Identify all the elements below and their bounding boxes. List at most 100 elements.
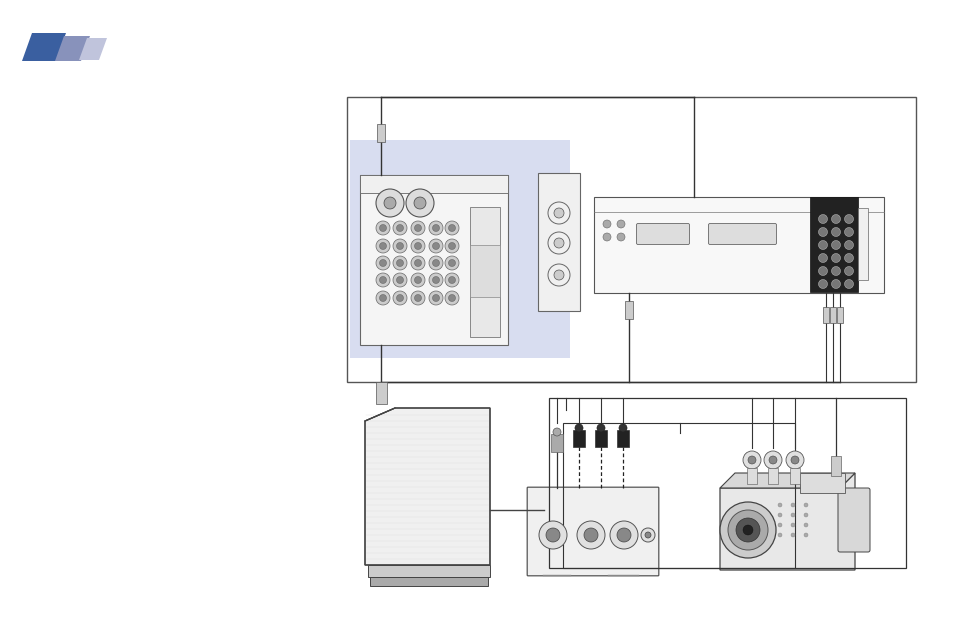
Circle shape [843, 215, 853, 223]
Circle shape [742, 451, 760, 469]
Bar [347, 97, 915, 382]
Circle shape [547, 232, 569, 254]
Bar [822, 307, 828, 323]
Circle shape [747, 456, 755, 464]
Circle shape [414, 277, 421, 284]
Circle shape [444, 273, 458, 287]
Bar [470, 207, 499, 337]
Bar [809, 197, 857, 292]
Polygon shape [22, 33, 66, 61]
Circle shape [818, 241, 826, 249]
Circle shape [538, 521, 566, 549]
Bar [767, 468, 778, 484]
Circle shape [843, 267, 853, 275]
Circle shape [831, 241, 840, 249]
Circle shape [727, 510, 767, 550]
Circle shape [432, 277, 439, 284]
Circle shape [803, 523, 807, 527]
Circle shape [843, 254, 853, 262]
Circle shape [577, 521, 604, 549]
Circle shape [411, 239, 424, 253]
Circle shape [803, 513, 807, 517]
Circle shape [444, 256, 458, 270]
Circle shape [831, 267, 840, 275]
Circle shape [790, 503, 794, 507]
Circle shape [554, 238, 563, 248]
Bar [836, 307, 842, 323]
Circle shape [432, 243, 439, 249]
Circle shape [602, 233, 610, 241]
Circle shape [375, 189, 403, 217]
Polygon shape [720, 473, 854, 488]
Circle shape [644, 532, 650, 538]
Bar [857, 208, 867, 280]
Circle shape [375, 256, 390, 270]
FancyBboxPatch shape [636, 223, 689, 245]
Circle shape [444, 239, 458, 253]
Circle shape [547, 202, 569, 224]
Circle shape [384, 197, 395, 209]
Circle shape [583, 528, 598, 542]
Circle shape [375, 239, 390, 253]
Circle shape [790, 513, 794, 517]
Circle shape [429, 273, 442, 287]
Circle shape [575, 424, 582, 432]
Circle shape [379, 277, 386, 284]
Circle shape [763, 451, 781, 469]
Circle shape [429, 256, 442, 270]
Circle shape [414, 243, 421, 249]
Bar [624, 301, 633, 319]
Circle shape [396, 259, 403, 267]
Circle shape [602, 220, 610, 228]
Circle shape [411, 221, 424, 235]
Polygon shape [368, 565, 490, 577]
Circle shape [554, 208, 563, 218]
Bar [470, 245, 499, 297]
Bar [551, 434, 562, 452]
Circle shape [448, 259, 455, 267]
FancyBboxPatch shape [837, 488, 869, 552]
Circle shape [375, 273, 390, 287]
Circle shape [432, 259, 439, 267]
Circle shape [444, 291, 458, 305]
Circle shape [720, 502, 775, 558]
Polygon shape [55, 36, 90, 61]
Circle shape [429, 221, 442, 235]
Circle shape [831, 280, 840, 288]
Circle shape [553, 428, 560, 436]
Circle shape [379, 259, 386, 267]
Circle shape [429, 291, 442, 305]
Bar [537, 173, 579, 311]
Circle shape [790, 523, 794, 527]
Circle shape [379, 225, 386, 232]
Circle shape [831, 254, 840, 262]
Circle shape [393, 291, 407, 305]
Circle shape [790, 533, 794, 537]
Circle shape [831, 228, 840, 236]
Circle shape [818, 254, 826, 262]
Bar [746, 468, 757, 484]
Circle shape [414, 197, 426, 209]
Circle shape [778, 503, 781, 507]
Circle shape [448, 277, 455, 284]
Circle shape [742, 525, 752, 535]
Circle shape [444, 221, 458, 235]
Circle shape [803, 533, 807, 537]
Circle shape [617, 233, 624, 241]
Bar [830, 456, 841, 476]
Circle shape [396, 225, 403, 232]
Circle shape [429, 239, 442, 253]
Circle shape [778, 523, 781, 527]
Circle shape [396, 277, 403, 284]
Polygon shape [79, 38, 107, 60]
Bar [375, 382, 387, 404]
Bar [573, 430, 584, 447]
Circle shape [393, 239, 407, 253]
Circle shape [393, 256, 407, 270]
Bar [789, 468, 800, 484]
Circle shape [375, 291, 390, 305]
Bar [829, 307, 835, 323]
Circle shape [379, 243, 386, 249]
Circle shape [843, 280, 853, 288]
Circle shape [617, 528, 630, 542]
